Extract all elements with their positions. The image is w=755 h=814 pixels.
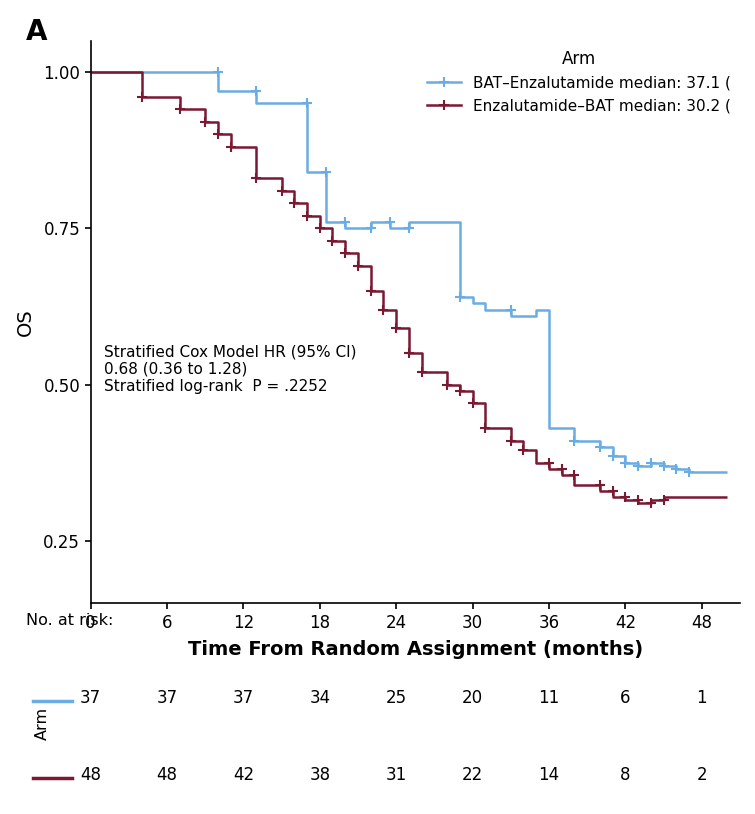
Text: 6: 6: [620, 689, 630, 707]
Text: Arm: Arm: [35, 707, 49, 741]
Text: 20: 20: [462, 689, 483, 707]
Text: 37: 37: [233, 689, 254, 707]
Text: 38: 38: [310, 766, 331, 784]
Text: 14: 14: [538, 766, 559, 784]
Text: No. at risk:: No. at risk:: [26, 613, 113, 628]
Text: 48: 48: [80, 766, 101, 784]
Text: Stratified Cox Model HR (95% CI)
0.68 (0.36 to 1.28)
Stratified log-rank  P = .2: Stratified Cox Model HR (95% CI) 0.68 (0…: [103, 344, 356, 394]
Text: 31: 31: [386, 766, 407, 784]
Text: 37: 37: [80, 689, 101, 707]
Legend: BAT–Enzalutamide median: 37.1 (, Enzalutamide–BAT median: 30.2 (: BAT–Enzalutamide median: 37.1 (, Enzalut…: [421, 44, 737, 120]
Text: 2: 2: [696, 766, 707, 784]
Text: 25: 25: [386, 689, 407, 707]
Text: 22: 22: [462, 766, 483, 784]
Text: 1: 1: [696, 689, 707, 707]
Text: 48: 48: [156, 766, 177, 784]
Text: 11: 11: [538, 689, 559, 707]
Text: 42: 42: [233, 766, 254, 784]
Text: 37: 37: [156, 689, 177, 707]
X-axis label: Time From Random Assignment (months): Time From Random Assignment (months): [188, 640, 643, 659]
Y-axis label: OS: OS: [16, 309, 35, 336]
Text: 34: 34: [310, 689, 331, 707]
Text: A: A: [26, 18, 47, 46]
Text: 8: 8: [620, 766, 630, 784]
